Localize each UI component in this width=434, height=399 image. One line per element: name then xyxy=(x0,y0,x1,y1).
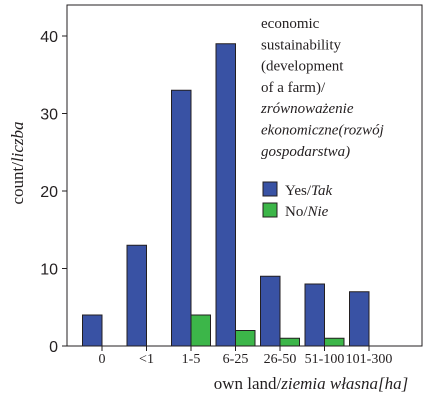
legend-title-line: economic xyxy=(261,16,320,32)
y-tick-label: 30 xyxy=(40,107,58,124)
x-tick-label: 1-5 xyxy=(182,352,201,367)
plot-frame xyxy=(66,4,423,347)
y-axis: 0 10 20 30 40 xyxy=(40,29,67,356)
y-tick-label: 40 xyxy=(40,29,58,46)
y-axis-label: count/liczba xyxy=(8,121,27,204)
bar-yes-2 xyxy=(171,89,192,347)
y-tick-label: 10 xyxy=(40,262,58,279)
bar-yes-3 xyxy=(215,43,236,347)
x-tick-label: 51-100 xyxy=(305,352,345,367)
bar-no-4 xyxy=(279,337,300,347)
bar-yes-1 xyxy=(126,244,147,347)
y-tick-label: 20 xyxy=(40,184,58,201)
bar-no-2 xyxy=(190,314,211,347)
x-axis: 0 <1 1-5 6-25 26-50 51-100 101-300 xyxy=(99,346,393,367)
legend-title-line: ekonomiczne(rozwój xyxy=(261,123,384,139)
x-tick-label: 101-300 xyxy=(346,352,393,367)
legend-swatch-yes xyxy=(262,181,278,197)
bar-yes-5 xyxy=(304,283,325,347)
x-axis-label: own land/ziemia własna[ha] xyxy=(214,374,409,393)
bars-group xyxy=(82,43,370,347)
legend: economic sustainability (development of a f… xyxy=(260,16,384,220)
legend-swatch-no xyxy=(262,202,278,218)
bar-yes-0 xyxy=(82,314,103,347)
legend-title-line: of a farm)/ xyxy=(261,80,326,96)
bar-no-3 xyxy=(235,330,256,347)
bar-no-5 xyxy=(324,337,345,347)
x-tick-label: 0 xyxy=(99,352,106,367)
legend-title-line: gospodarstwa) xyxy=(261,144,350,160)
legend-title-line: sustainability xyxy=(261,37,341,53)
legend-entry-no: No/Nie xyxy=(285,204,329,220)
bar-yes-4 xyxy=(260,275,281,347)
legend-entry-yes: Yes/Tak xyxy=(285,183,332,199)
x-tick-label: 6-25 xyxy=(223,352,249,367)
x-tick-label: <1 xyxy=(139,352,154,367)
legend-title-line: zrównoważenie xyxy=(260,101,354,117)
y-tick-label: 0 xyxy=(49,339,58,356)
bar-yes-6 xyxy=(349,291,370,347)
x-tick-label: 26-50 xyxy=(264,352,297,367)
legend-title-line: (development xyxy=(261,59,344,75)
